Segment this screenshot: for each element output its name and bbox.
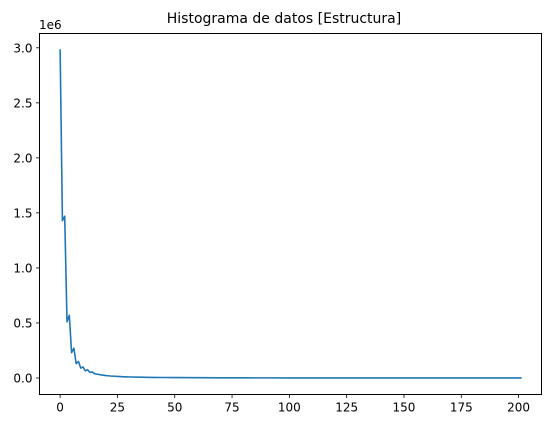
x-tick-label: 50 <box>167 401 182 415</box>
y-scale-label: 1e6 <box>39 18 62 32</box>
y-tick-label: 1.5 <box>13 206 32 220</box>
x-tick-label: 0 <box>56 401 64 415</box>
y-tick-label: 2.5 <box>13 96 32 110</box>
y-tick-label: 1.0 <box>13 261 32 275</box>
y-tick-label: 0.0 <box>13 371 32 385</box>
plot-area: 0 25 50 75 100 125 150 175 200 0.0 0.5 1.0 1.5 2.0 2.5… <box>13 41 530 414</box>
x-tick-label: 150 <box>393 401 416 415</box>
series-line-0 <box>59 49 522 379</box>
chart-title: Histograma de datos [Estructura] <box>167 11 401 27</box>
x-tick-label: 75 <box>224 401 239 415</box>
x-tick-label: 175 <box>450 401 473 415</box>
y-tick-label: 3.0 <box>13 41 32 55</box>
x-tick-label: 25 <box>110 401 125 415</box>
y-tick-label: 2.0 <box>13 151 32 165</box>
x-tick-label: 125 <box>335 401 358 415</box>
y-tick-label: 0.5 <box>13 316 32 330</box>
x-tick-label: 100 <box>278 401 301 415</box>
plot-frame <box>39 33 542 395</box>
x-tick-label: 200 <box>507 401 530 415</box>
